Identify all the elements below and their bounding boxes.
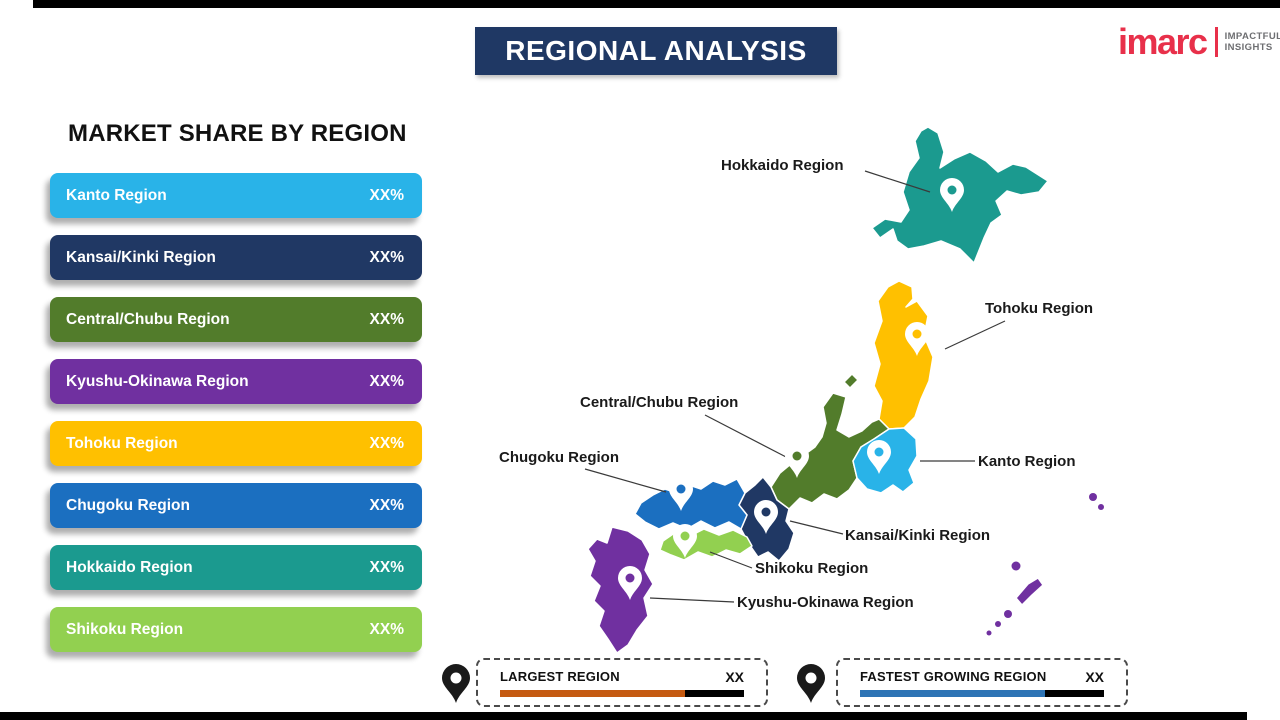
largest-region-pin-icon — [442, 664, 470, 703]
region-value: XX% — [369, 248, 404, 266]
map-pin-chugoku — [669, 477, 693, 511]
fastest-growing-bar-end — [1045, 689, 1104, 697]
fastest-growing-value: XX — [1085, 668, 1104, 685]
top-frame-bar — [33, 0, 1280, 8]
share-bar-chugoku: Chugoku Region XX% — [50, 483, 422, 528]
fastest-growing-bar-color — [860, 689, 1046, 697]
fastest-growing-bar — [860, 689, 1104, 697]
fastest-growing-legend: FASTEST GROWING REGION XX — [836, 658, 1128, 707]
logo-tagline-line2: INSIGHTS — [1224, 42, 1273, 53]
region-value: XX% — [369, 186, 404, 204]
logo-divider — [1214, 27, 1218, 57]
connector-chubu — [704, 414, 789, 459]
share-bar-hokkaido: Hokkaido Region XX% — [50, 545, 422, 590]
connector-chugoku — [584, 468, 667, 493]
region-shape-kyushu — [587, 526, 654, 654]
map-pin-okinawa — [1004, 554, 1028, 588]
region-value: XX% — [369, 558, 404, 576]
share-bar-tohoku: Tohoku Region XX% — [50, 421, 422, 466]
okinawa-islet — [1098, 504, 1104, 510]
connector-tohoku — [944, 320, 1006, 350]
region-label: Kyushu-Okinawa Region — [66, 372, 249, 390]
region-label: Shikoku Region — [66, 620, 184, 638]
largest-region-bar-end — [685, 689, 744, 697]
map-pin-kansai — [754, 500, 778, 534]
connector-kyushu — [649, 597, 735, 603]
share-bar-chubu: Central/Chubu Region XX% — [50, 297, 422, 342]
page-title: REGIONAL ANALYSIS — [475, 27, 837, 75]
okinawa-islet — [1004, 610, 1012, 618]
map-label-kanto: Kanto Region — [978, 453, 1076, 470]
okinawa-islet — [995, 621, 1001, 627]
map-pin-chubu — [785, 444, 809, 478]
fastest-growing-pin-icon — [797, 664, 825, 703]
region-label: Chugoku Region — [66, 496, 190, 514]
logo-tagline-line1: IMPACTFUL — [1224, 31, 1280, 42]
region-label: Kansai/Kinki Region — [66, 248, 216, 266]
map-label-chugoku: Chugoku Region — [499, 449, 619, 466]
region-value: XX% — [369, 310, 404, 328]
connector-kansai — [789, 520, 844, 535]
okinawa-main-island — [1015, 577, 1044, 606]
region-value: XX% — [369, 620, 404, 638]
map-label-shikoku: Shikoku Region — [755, 560, 869, 577]
region-value: XX% — [369, 496, 404, 514]
region-label: Tohoku Region — [66, 434, 178, 452]
region-label: Kanto Region — [66, 186, 167, 204]
okinawa-islet — [986, 630, 992, 636]
map-label-hokkaido: Hokkaido Region — [721, 157, 844, 174]
logo-tagline: IMPACTFUL INSIGHTS — [1225, 31, 1280, 53]
page-title-text: REGIONAL ANALYSIS — [505, 35, 807, 66]
imarc-logo: imarc IMPACTFUL INSIGHTS — [1118, 24, 1280, 60]
share-bar-kyushu: Kyushu-Okinawa Region XX% — [50, 359, 422, 404]
share-bar-shikoku: Shikoku Region XX% — [50, 607, 422, 652]
connector-shikoku — [709, 551, 753, 569]
map-pin-kanto — [867, 440, 891, 474]
map-pin-shikoku — [673, 524, 697, 558]
japan-map — [584, 126, 1104, 654]
largest-region-label: LARGEST REGION — [500, 669, 620, 684]
map-pin-kyushu — [618, 566, 642, 600]
region-label: Hokkaido Region — [66, 558, 193, 576]
share-bar-kansai: Kansai/Kinki Region XX% — [50, 235, 422, 280]
connector-hokkaido — [864, 170, 931, 193]
map-pin-hokkaido — [940, 178, 964, 212]
map-pin-tohoku — [905, 322, 929, 356]
market-share-heading: MARKET SHARE BY REGION — [68, 120, 407, 147]
map-label-tohoku: Tohoku Region — [985, 300, 1094, 317]
map-label-chubu: Central/Chubu Region — [580, 394, 739, 411]
okinawa-islet — [1089, 493, 1097, 501]
largest-region-bar-color — [500, 689, 686, 697]
market-share-list: Kanto Region XX% Kansai/Kinki Region XX%… — [50, 173, 422, 669]
sado-island — [843, 373, 859, 389]
map-label-kyushu: Kyushu-Okinawa Region — [737, 594, 914, 611]
share-bar-kanto: Kanto Region XX% — [50, 173, 422, 218]
region-shape-tohoku — [873, 280, 934, 430]
largest-region-bar — [500, 689, 744, 697]
bottom-frame-bar — [0, 712, 1247, 720]
region-value: XX% — [369, 372, 404, 390]
region-value: XX% — [369, 434, 404, 452]
map-label-kansai: Kansai/Kinki Region — [845, 527, 991, 544]
fastest-growing-label: FASTEST GROWING REGION — [860, 669, 1047, 684]
imarc-logo-wordmark: imarc — [1118, 21, 1208, 62]
region-label: Central/Chubu Region — [66, 310, 230, 328]
largest-region-legend: LARGEST REGION XX — [476, 658, 768, 707]
largest-region-value: XX — [725, 668, 744, 685]
